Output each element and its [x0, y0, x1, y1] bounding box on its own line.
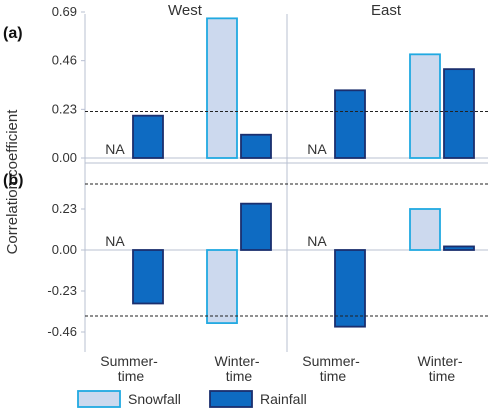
y-tick-label-b-3: 0.23: [52, 201, 77, 216]
bar-rainfall-a-3: [443, 68, 475, 159]
bar-rainfall-a-2: [334, 89, 366, 159]
column-title-east: East: [371, 2, 402, 19]
na-label-b-0: NA: [105, 233, 125, 249]
legend-label-snowfall: Snowfall: [128, 391, 181, 407]
legend: Snowfall Rainfall: [77, 390, 307, 408]
y-axis-label: Correlation coefficient: [4, 109, 21, 255]
bars-layer: [132, 17, 475, 328]
bar-snowfall-a-3: [409, 53, 441, 159]
panel-label-a: (a): [3, 25, 23, 42]
x-tick-label-west-summer: Summer- time: [100, 353, 161, 384]
y-tick-label-a-1: 0.23: [52, 101, 77, 116]
y-tick-label-b-0: -0.46: [47, 324, 77, 339]
bar-rainfall-a-1: [240, 133, 272, 159]
bar-snowfall-a-1: [206, 17, 238, 159]
y-tick-label-a-0: 0.00: [52, 150, 77, 165]
legend-swatch-snowfall: [77, 390, 121, 408]
na-label-a-2: NA: [307, 141, 327, 157]
bar-rainfall-b-3: [443, 245, 475, 251]
bar-snowfall-b-3: [409, 208, 441, 251]
column-title-west: West: [168, 2, 203, 19]
na-label-a-0: NA: [105, 141, 125, 157]
x-tick-label-west-winter: Winter- time: [214, 353, 263, 384]
y-tick-label-a-2: 0.46: [52, 53, 77, 68]
bar-rainfall-a-0: [132, 114, 164, 159]
na-label-b-2: NA: [307, 233, 327, 249]
significance-lines-layer: [85, 110, 488, 317]
bar-rainfall-b-2: [334, 249, 366, 328]
bar-rainfall-b-0: [132, 249, 164, 305]
y-tick-label-a-3: 0.69: [52, 4, 77, 19]
text-layer: Correlation coefficient West East (a) (b…: [3, 2, 466, 384]
legend-label-rainfall: Rainfall: [260, 391, 307, 407]
y-tick-label-b-2: 0.00: [52, 242, 77, 257]
legend-swatch-rainfall: [209, 390, 253, 408]
bar-snowfall-b-1: [206, 249, 238, 324]
panel-label-b: (b): [3, 172, 23, 189]
x-tick-label-east-winter: Winter- time: [417, 353, 466, 384]
x-tick-labels: Summer- time Winter- time Summer- time W…: [100, 353, 466, 384]
y-tick-label-b-1: -0.23: [47, 283, 77, 298]
x-tick-label-east-summer: Summer- time: [302, 353, 363, 384]
bar-rainfall-b-1: [240, 202, 272, 251]
